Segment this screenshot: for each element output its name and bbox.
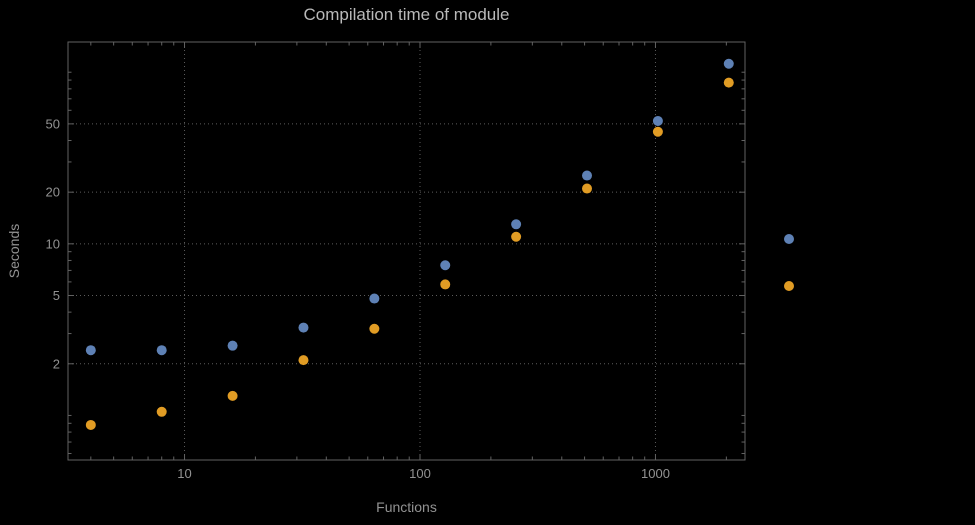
data-point-orange: [511, 231, 522, 242]
y-tick-label: 5: [53, 288, 60, 303]
data-point-blue: [440, 260, 451, 271]
data-point-orange: [723, 77, 734, 88]
y-tick-label: 50: [46, 116, 60, 131]
data-point-blue: [652, 115, 663, 126]
y-tick-label: 10: [46, 236, 60, 251]
x-tick-label: 100: [409, 466, 431, 481]
chart-title: Compilation time of module: [303, 5, 510, 24]
data-point-orange: [440, 279, 451, 290]
x-tick-label: 10: [177, 466, 191, 481]
legend-marker-orange: [784, 281, 794, 291]
data-point-blue: [582, 170, 593, 181]
data-point-orange: [652, 126, 663, 137]
x-tick-label: 1000: [641, 466, 670, 481]
data-point-orange: [582, 183, 593, 194]
data-point-blue: [298, 322, 309, 333]
data-point-orange: [227, 390, 238, 401]
data-point-blue: [723, 58, 734, 69]
data-point-blue: [156, 345, 167, 356]
plot-frame: [67, 41, 746, 461]
data-point-orange: [85, 419, 96, 430]
data-point-orange: [156, 406, 167, 417]
data-point-orange: [369, 323, 380, 334]
data-point-blue: [85, 345, 96, 356]
data-point-blue: [369, 293, 380, 304]
data-point-orange: [298, 355, 309, 366]
legend-marker-blue: [784, 234, 794, 244]
x-axis-label: Functions: [376, 499, 437, 515]
y-tick-label: 2: [53, 356, 60, 371]
y-tick-label: 20: [46, 185, 60, 200]
data-point-blue: [511, 219, 522, 230]
data-point-blue: [227, 340, 238, 351]
